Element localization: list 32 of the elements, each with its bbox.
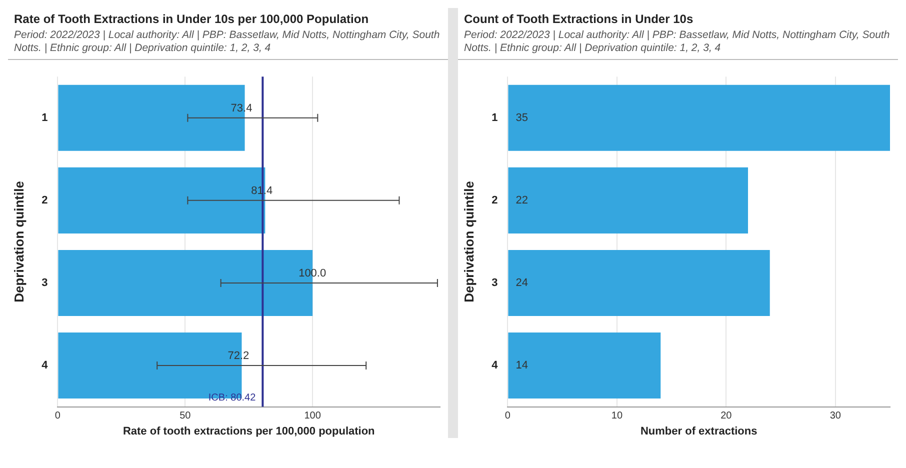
x-axis-title: Number of extractions <box>640 425 758 438</box>
x-tick-label: 0 <box>54 410 61 422</box>
y-tick-label: 3 <box>42 277 48 290</box>
y-tick-label: 4 <box>492 360 499 372</box>
y-tick-label: 2 <box>492 194 498 206</box>
bar <box>508 167 748 234</box>
y-tick-label: 3 <box>492 277 498 290</box>
x-tick-label: 100 <box>304 410 322 422</box>
data-label: 22 <box>516 194 528 206</box>
y-tick-label: 4 <box>42 360 49 372</box>
bar <box>508 332 661 399</box>
x-tick-label: 0 <box>504 410 511 422</box>
y-axis-title: Deprivation quintile <box>461 181 476 302</box>
chart-title: Count of Tooth Extractions in Under 10s <box>464 12 694 26</box>
x-axis-title: Rate of tooth extractions per 100,000 population <box>122 425 376 438</box>
x-tick-label: 30 <box>830 410 842 422</box>
data-label: 35 <box>516 112 528 124</box>
data-label: 14 <box>516 360 528 372</box>
data-label: 24 <box>516 277 528 290</box>
ref-line-label: ICB: 80.42 <box>208 392 256 404</box>
y-tick-label: 1 <box>42 112 48 124</box>
chart-title: Rate of Tooth Extractions in Under 10s per 100,000 Population <box>14 12 370 26</box>
y-tick-label: 1 <box>492 112 498 124</box>
y-axis-title: Deprivation quintile <box>11 181 26 302</box>
x-tick-label: 50 <box>180 410 192 422</box>
chart-subtitle: Period: 2022/2023 | Local authority: All | PBP: Bassetlaw, Mid Notts, Nottingham City, South Notts. | Ethnic group: All | Deprivation quintile: 1, 2, 3, 4 <box>464 29 891 55</box>
y-tick-label: 2 <box>42 194 48 206</box>
x-tick-label: 20 <box>720 410 732 422</box>
chart-subtitle: Period: 2022/2023 | Local authority: All | PBP: Bassetlaw, Mid Notts, Nottingham City, South Notts. | Ethnic group: All | Deprivation quintile: 1, 2, 3, 4 <box>14 29 441 55</box>
bar <box>508 250 770 316</box>
x-tick-label: 10 <box>611 410 623 422</box>
bar <box>508 84 890 151</box>
